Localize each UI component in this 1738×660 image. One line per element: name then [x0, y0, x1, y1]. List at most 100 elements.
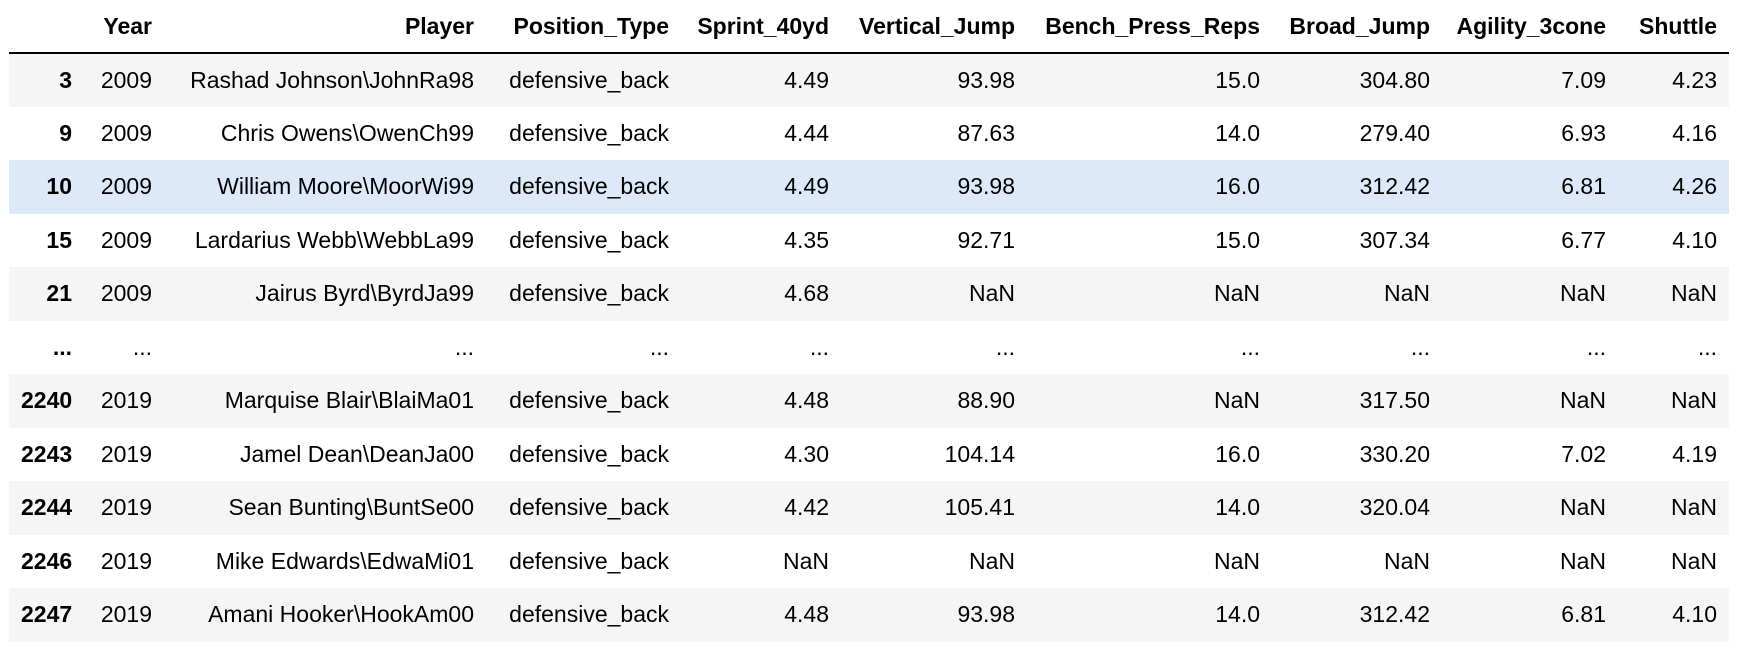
position-type-cell: defensive_back [509, 601, 669, 628]
position-type-cell: defensive_back [509, 66, 669, 93]
position-type-cell: ... [649, 333, 669, 360]
shuttle-cell: 4.26 [1672, 173, 1717, 200]
position-type-cell: defensive_back [509, 494, 669, 521]
broad-jump-cell: 304.80 [1359, 66, 1430, 93]
broad-jump-cell: 279.40 [1359, 119, 1430, 146]
sprint-40yd-cell: ... [809, 333, 829, 360]
agility-3cone-cell: NaN [1559, 387, 1606, 414]
shuttle-cell: 4.23 [1672, 66, 1717, 93]
column-header-shuttle: Shuttle [1618, 0, 1729, 54]
row-index: 2240 [21, 387, 73, 414]
player-cell: Amani Hooker\HookAm00 [208, 601, 474, 628]
broad-jump-cell: 320.04 [1359, 494, 1430, 521]
year-cell: 2009 [100, 66, 152, 93]
agility-3cone-cell: 6.81 [1561, 601, 1606, 628]
agility-3cone-cell: NaN [1559, 494, 1606, 521]
shuttle-cell: NaN [1670, 547, 1717, 574]
year-cell: 2019 [100, 387, 152, 414]
row-index: 3 [59, 66, 72, 93]
header-row: Year Player Position_Type Sprint_40yd Ve… [9, 0, 1729, 54]
player-cell: Rashad Johnson\JohnRa98 [190, 66, 474, 93]
shuttle-cell: 4.16 [1672, 119, 1717, 146]
column-header-vertical-jump: Vertical_Jump [841, 0, 1027, 54]
shuttle-cell: 4.19 [1672, 440, 1717, 467]
position-type-cell: defensive_back [509, 173, 669, 200]
position-type-cell: defensive_back [509, 280, 669, 307]
sprint-40yd-cell: 4.68 [784, 280, 829, 307]
position-type-cell: defensive_back [509, 547, 669, 574]
column-header-position-type: Position_Type [486, 0, 681, 54]
year-cell: 2009 [100, 226, 152, 253]
table-row: 21 2009 Jairus Byrd\ByrdJa99 defensive_back… [9, 267, 1729, 321]
vertical-jump-cell: 93.98 [957, 173, 1015, 200]
position-type-cell: defensive_back [509, 440, 669, 467]
bench-press-reps-cell: 14.0 [1215, 601, 1260, 628]
player-cell: Chris Owens\OwenCh99 [220, 119, 474, 146]
vertical-jump-cell: 104.14 [944, 440, 1015, 467]
sprint-40yd-cell: 4.48 [784, 387, 829, 414]
dataframe-output: Year Player Position_Type Sprint_40yd Ve… [9, 0, 1729, 642]
player-cell: William Moore\MoorWi99 [217, 173, 474, 200]
vertical-jump-cell: 87.63 [957, 119, 1015, 146]
broad-jump-cell: 312.42 [1359, 173, 1430, 200]
player-cell: Lardarius Webb\WebbLa99 [194, 226, 474, 253]
vertical-jump-cell: 92.71 [957, 226, 1015, 253]
broad-jump-cell: 317.50 [1359, 387, 1430, 414]
column-header-bench-press-reps: Bench_Press_Reps [1027, 0, 1272, 54]
broad-jump-cell: ... [1410, 333, 1430, 360]
column-header-index [9, 0, 84, 54]
year-cell: 2009 [100, 119, 152, 146]
table-body: 3 2009 Rashad Johnson\JohnRa98 defensive_ba… [9, 53, 1729, 642]
table-row: 2247 2019 Amani Hooker\HookAm00 defensive_b… [9, 588, 1729, 642]
year-cell: 2019 [100, 601, 152, 628]
shuttle-cell: 4.10 [1672, 601, 1717, 628]
sprint-40yd-cell: 4.30 [784, 440, 829, 467]
year-cell: ... [132, 333, 152, 360]
bench-press-reps-cell: 15.0 [1215, 226, 1260, 253]
row-index: 21 [46, 280, 72, 307]
sprint-40yd-cell: 4.44 [784, 119, 829, 146]
broad-jump-cell: NaN [1383, 280, 1430, 307]
player-cell: ... [454, 333, 474, 360]
sprint-40yd-cell: 4.48 [784, 601, 829, 628]
year-cell: 2019 [100, 547, 152, 574]
table-row: 9 2009 Chris Owens\OwenCh99 defensive_back 4… [9, 106, 1729, 160]
shuttle-cell: ... [1697, 333, 1717, 360]
bench-press-reps-cell: 14.0 [1215, 494, 1260, 521]
row-index: 2247 [21, 601, 73, 628]
shuttle-cell: 4.10 [1672, 226, 1717, 253]
table-row: 3 2009 Rashad Johnson\JohnRa98 defensive_ba… [9, 53, 1729, 107]
bench-press-reps-cell: NaN [1213, 547, 1260, 574]
column-header-broad-jump: Broad_Jump [1272, 0, 1442, 54]
agility-3cone-cell: 7.09 [1561, 66, 1606, 93]
row-index: 2243 [21, 440, 73, 467]
table-row: 2244 2019 Sean Bunting\BuntSe00 defensive_b… [9, 481, 1729, 535]
player-cell: Mike Edwards\EdwaMi01 [215, 547, 474, 574]
table-row: 10 2009 William Moore\MoorWi99 defensive_ba… [9, 160, 1729, 214]
column-header-player: Player [164, 0, 486, 54]
column-header-year: Year [84, 0, 164, 54]
shuttle-cell: NaN [1670, 280, 1717, 307]
broad-jump-cell: NaN [1383, 547, 1430, 574]
column-header-sprint-40yd: Sprint_40yd [681, 0, 841, 54]
bench-press-reps-cell: ... [1240, 333, 1260, 360]
vertical-jump-cell: 88.90 [957, 387, 1015, 414]
vertical-jump-cell: NaN [968, 280, 1015, 307]
table-row: 15 2009 Lardarius Webb\WebbLa99 defensive_b… [9, 213, 1729, 267]
bench-press-reps-cell: 16.0 [1215, 173, 1260, 200]
position-type-cell: defensive_back [509, 226, 669, 253]
row-index: 15 [46, 226, 72, 253]
player-cell: Jairus Byrd\ByrdJa99 [255, 280, 474, 307]
table-row: 2240 2019 Marquise Blair\BlaiMa01 defensive… [9, 374, 1729, 428]
broad-jump-cell: 307.34 [1359, 226, 1430, 253]
row-index: 10 [46, 173, 72, 200]
bench-press-reps-cell: 15.0 [1215, 66, 1260, 93]
sprint-40yd-cell: 4.42 [784, 494, 829, 521]
table-header: Year Player Position_Type Sprint_40yd Ve… [9, 0, 1729, 54]
vertical-jump-cell: 93.98 [957, 66, 1015, 93]
shuttle-cell: NaN [1670, 387, 1717, 414]
agility-3cone-cell: 6.93 [1561, 119, 1606, 146]
vertical-jump-cell: 93.98 [957, 601, 1015, 628]
bench-press-reps-cell: NaN [1213, 387, 1260, 414]
agility-3cone-cell: 7.02 [1561, 440, 1606, 467]
